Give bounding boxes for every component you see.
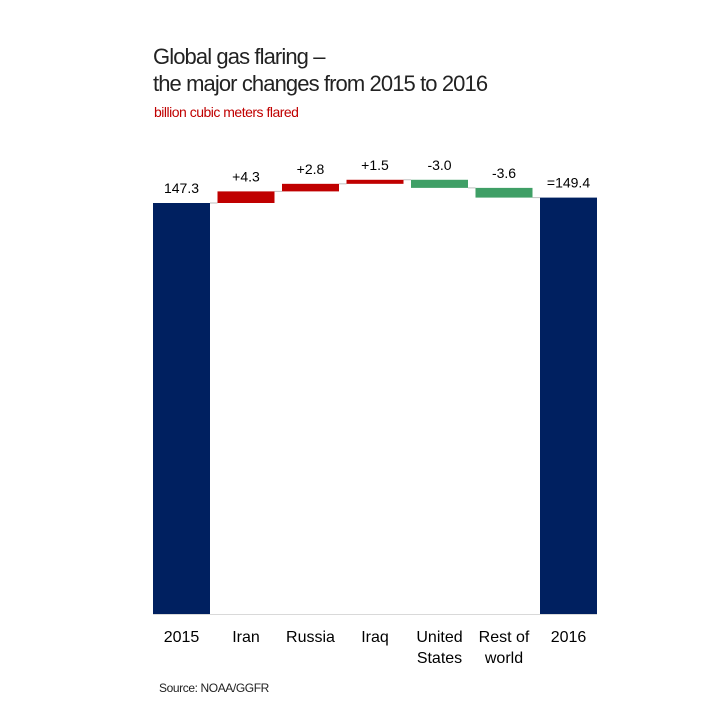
data-label: +2.8 (297, 161, 325, 177)
x-tick-label: Rest of world (479, 629, 530, 667)
x-tick-label: 2015 (164, 629, 200, 646)
bar-2015 (153, 203, 210, 614)
bar-2016 (540, 197, 597, 614)
chart-title-line-2: the major changes from 2015 to 2016 (153, 71, 488, 96)
x-tick-label: United States (416, 629, 462, 667)
bar-iraq (346, 179, 404, 184)
bar-iran (217, 191, 275, 203)
chart-title-line-1: Global gas flaring – (153, 44, 325, 69)
bar-rest-of-world (475, 187, 533, 198)
data-label: 147.3 (164, 180, 199, 196)
source-note: Source: NOAA/GGFR (159, 681, 269, 695)
data-label: +4.3 (232, 168, 260, 184)
data-label: +1.5 (361, 157, 389, 173)
data-label: =149.4 (547, 175, 590, 191)
x-tick-label: Iran (232, 629, 260, 646)
x-tick-label: Russia (286, 629, 335, 646)
bar-russia (282, 183, 339, 192)
data-label: -3.6 (492, 165, 516, 181)
x-tick-label: Iraq (361, 629, 389, 646)
chart-title: Global gas flaring – the major changes f… (153, 43, 488, 97)
x-tick-label: 2016 (551, 629, 587, 646)
bar-united-states (411, 179, 468, 188)
chart-unit-label: billion cubic meters flared (154, 104, 299, 120)
data-label: -3.0 (427, 157, 451, 173)
